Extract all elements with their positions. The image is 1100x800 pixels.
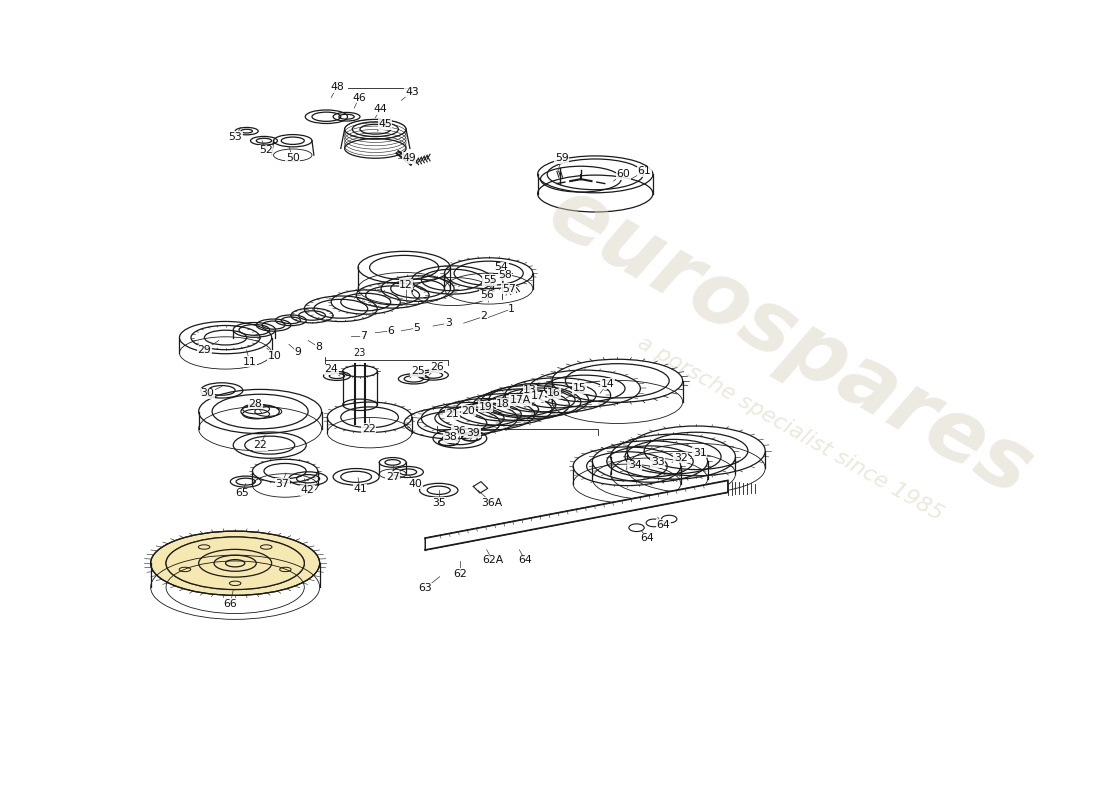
Text: 36: 36: [452, 426, 465, 436]
Text: 9: 9: [294, 347, 301, 357]
Text: 40: 40: [409, 478, 422, 489]
Text: 26: 26: [430, 362, 443, 372]
Text: 17: 17: [531, 391, 544, 401]
Ellipse shape: [166, 537, 305, 590]
Text: 2: 2: [481, 311, 487, 322]
Text: 34: 34: [628, 460, 641, 470]
Text: 17A: 17A: [509, 395, 531, 405]
Text: 10: 10: [267, 351, 282, 361]
Text: 37: 37: [275, 478, 289, 489]
Text: 35: 35: [432, 498, 446, 508]
Text: 16: 16: [547, 388, 561, 398]
Text: 28: 28: [249, 399, 262, 409]
Text: 24: 24: [324, 364, 338, 374]
Text: 21: 21: [446, 410, 459, 419]
Text: 30: 30: [200, 388, 214, 398]
Text: 32: 32: [674, 453, 688, 462]
Text: 33: 33: [651, 458, 664, 467]
Text: 64: 64: [657, 520, 670, 530]
Text: 53: 53: [229, 132, 242, 142]
Text: 66: 66: [223, 598, 238, 609]
Text: 31: 31: [693, 448, 707, 458]
Text: 50: 50: [286, 153, 299, 163]
Text: 42: 42: [300, 486, 315, 495]
Text: 55: 55: [483, 275, 496, 285]
Text: 5: 5: [414, 323, 420, 333]
Text: 27: 27: [386, 472, 399, 482]
Text: 46: 46: [352, 93, 366, 102]
Text: 54: 54: [494, 262, 508, 273]
Text: 64: 64: [640, 534, 654, 543]
Text: 49: 49: [403, 153, 416, 163]
Text: 19: 19: [478, 402, 493, 412]
Text: 60: 60: [616, 170, 630, 179]
Text: 23: 23: [353, 348, 365, 358]
Text: eurospares: eurospares: [534, 170, 1047, 514]
Text: 58: 58: [498, 270, 512, 280]
Text: 18: 18: [496, 399, 510, 409]
Text: 8: 8: [316, 342, 322, 352]
Text: 44: 44: [373, 104, 387, 114]
Text: 64: 64: [518, 555, 532, 566]
Text: 48: 48: [330, 82, 344, 92]
Text: 22: 22: [253, 440, 267, 450]
Text: 20: 20: [462, 406, 475, 415]
Text: 62: 62: [453, 569, 466, 579]
Polygon shape: [426, 481, 728, 550]
Text: 56: 56: [480, 290, 494, 300]
Text: 65: 65: [235, 488, 249, 498]
Text: 57: 57: [502, 284, 516, 294]
Text: 14: 14: [601, 378, 615, 389]
Text: 7: 7: [361, 330, 367, 341]
Text: 25: 25: [410, 366, 425, 376]
Text: 29: 29: [198, 345, 211, 355]
Text: a porsche specialist since 1985: a porsche specialist since 1985: [634, 333, 946, 525]
Text: 1: 1: [508, 304, 515, 314]
Text: 43: 43: [405, 86, 419, 97]
Text: 3: 3: [444, 318, 452, 328]
Ellipse shape: [151, 531, 320, 595]
Text: 52: 52: [258, 146, 273, 155]
Text: 62A: 62A: [482, 555, 503, 566]
Text: 15: 15: [573, 383, 586, 394]
Text: 45: 45: [378, 119, 392, 130]
Text: 12: 12: [399, 280, 412, 290]
Text: 38: 38: [443, 433, 458, 442]
Text: 11: 11: [243, 357, 256, 366]
Text: 61: 61: [637, 166, 651, 177]
Text: 63: 63: [418, 583, 432, 594]
Text: 36A: 36A: [481, 498, 503, 508]
Text: 6: 6: [387, 326, 394, 336]
Text: 59: 59: [554, 153, 569, 163]
Text: 41: 41: [353, 484, 367, 494]
Text: 13: 13: [524, 386, 537, 395]
Text: 39: 39: [466, 428, 481, 438]
Text: 22: 22: [362, 424, 375, 434]
